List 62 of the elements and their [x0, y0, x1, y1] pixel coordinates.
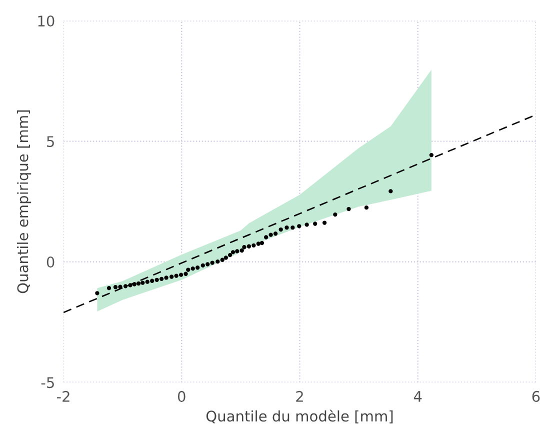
point — [220, 258, 224, 262]
point — [159, 276, 164, 282]
point — [252, 243, 256, 248]
point — [224, 256, 228, 260]
point — [304, 222, 309, 227]
point — [228, 252, 232, 258]
point — [106, 286, 112, 290]
point — [118, 284, 122, 289]
point — [154, 278, 159, 282]
point — [145, 280, 150, 284]
y-tick-label: 10 — [38, 16, 54, 27]
point — [240, 248, 244, 253]
point — [128, 283, 132, 288]
point — [322, 220, 327, 225]
point — [268, 232, 273, 237]
point — [184, 272, 188, 276]
point — [388, 189, 393, 194]
point — [235, 249, 240, 254]
point — [264, 235, 268, 240]
point — [429, 152, 434, 158]
point — [140, 280, 145, 285]
y-tick-label: 5 — [47, 136, 54, 148]
point — [260, 240, 264, 246]
point — [364, 206, 369, 210]
x-axis-title: Quantile du modèle [mm] — [206, 410, 393, 424]
point — [273, 232, 278, 236]
point — [200, 263, 205, 268]
x-tick-label: 6 — [532, 390, 540, 402]
point — [150, 278, 154, 283]
y-tick-label: 0 — [46, 256, 54, 268]
point — [113, 285, 118, 290]
point — [136, 281, 141, 286]
point — [186, 268, 190, 272]
point — [95, 291, 100, 296]
x-tick-label: -2 — [56, 390, 70, 402]
point — [178, 272, 184, 277]
point — [333, 212, 338, 217]
point — [170, 274, 174, 279]
point — [206, 262, 210, 266]
point — [256, 242, 260, 246]
point — [297, 224, 302, 228]
point — [195, 266, 200, 270]
point — [313, 222, 318, 226]
point — [210, 260, 214, 265]
point — [164, 276, 168, 280]
point — [346, 206, 351, 212]
x-tick-label: 0 — [178, 390, 186, 402]
point — [246, 244, 252, 248]
y-axis-title: Quantile empirique [mm] — [16, 110, 32, 294]
point — [230, 250, 236, 254]
x-tick-label: 4 — [414, 391, 422, 402]
point — [174, 274, 178, 278]
y-tick-label: -5 — [41, 377, 54, 388]
point — [216, 259, 220, 264]
point — [132, 282, 136, 286]
point — [290, 226, 295, 230]
point — [284, 226, 289, 230]
point — [278, 227, 283, 232]
point — [242, 245, 246, 250]
x-tick-label: 2 — [296, 390, 303, 402]
point — [190, 266, 195, 271]
point — [123, 284, 128, 288]
